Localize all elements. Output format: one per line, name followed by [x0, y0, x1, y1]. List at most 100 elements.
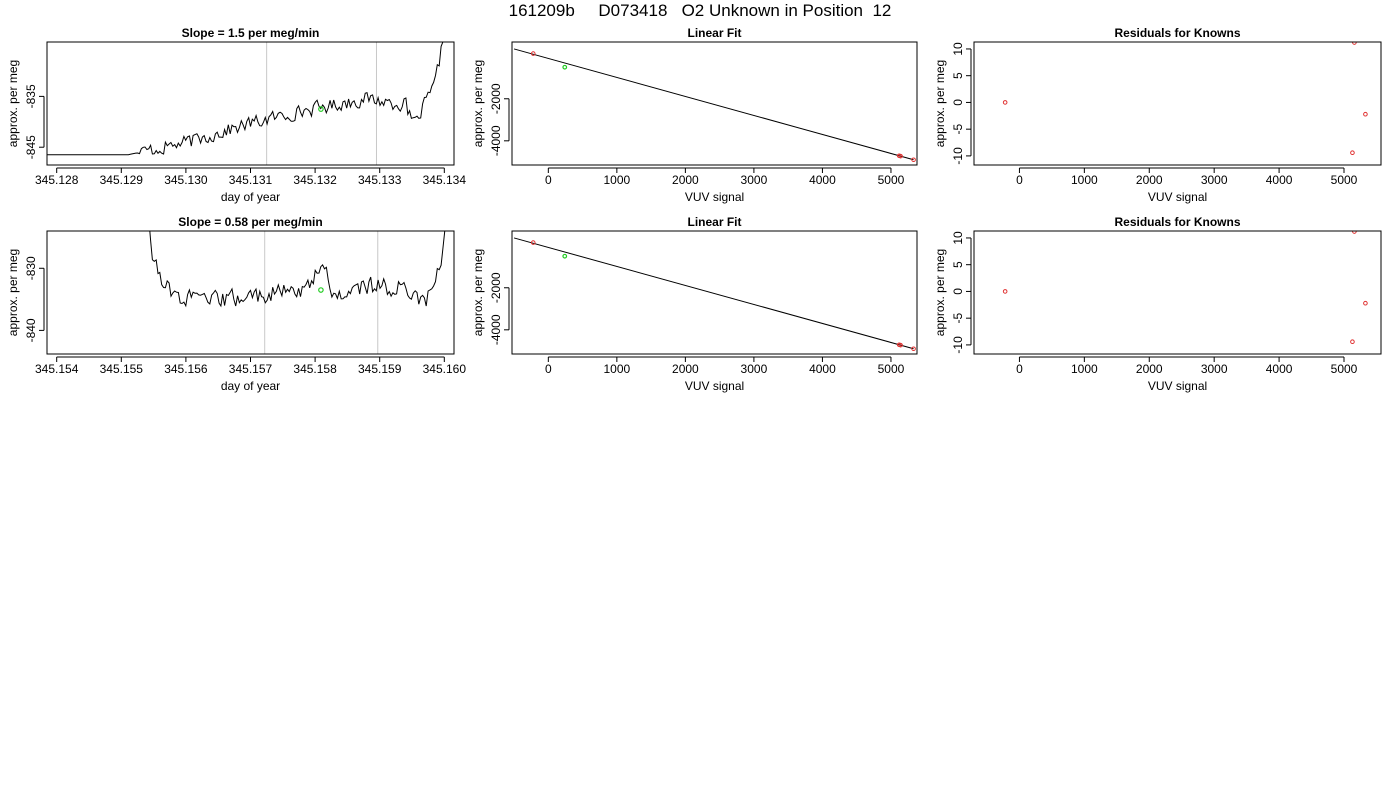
- x-tick-label: 4000: [1266, 173, 1293, 187]
- panel-title: Residuals for Knowns: [1114, 26, 1240, 40]
- x-axis-label: day of year: [221, 379, 280, 393]
- x-tick-label: 0: [1016, 173, 1023, 187]
- figure-title: 161209b D073418 O2 Unknown in Position 1…: [508, 1, 892, 20]
- residual-point: [1002, 289, 1008, 294]
- y-tick-label: -2000: [489, 272, 503, 303]
- y-tick-label: 10: [951, 231, 965, 245]
- plot-area: [513, 48, 916, 163]
- x-tick-label: 345.155: [100, 362, 144, 376]
- panel-fit-1: Linear Fit 0 1000 2000 3000 4000 5000 VUV signa…: [471, 26, 918, 204]
- x-tick-label: 2000: [1136, 362, 1163, 376]
- x-tick-label: 345.130: [164, 173, 208, 187]
- y-tick-label: 0: [951, 99, 965, 106]
- x-tick-label: 345.132: [293, 173, 337, 187]
- fit-line: [513, 237, 914, 350]
- panel-title: Linear Fit: [687, 215, 741, 229]
- y-tick-label: -845: [24, 135, 38, 159]
- residual-point: [1363, 111, 1368, 117]
- x-tick-label: 5000: [1331, 362, 1358, 376]
- known-point: [911, 346, 916, 352]
- y-tick-label: 5: [951, 261, 965, 268]
- residual-point: [1352, 42, 1357, 45]
- unknown-marker: [318, 106, 324, 112]
- x-tick-label: 0: [545, 173, 552, 187]
- residual-point: [1350, 150, 1355, 155]
- x-tick-label: 4000: [809, 362, 836, 376]
- x-tick-label: 1000: [1071, 173, 1098, 187]
- panel-title: Slope = 1.5 per meg/min: [182, 26, 320, 40]
- x-tick-label: 5000: [878, 173, 905, 187]
- x-tick-label: 1000: [603, 173, 630, 187]
- y-tick-label: -4000: [489, 314, 503, 345]
- x-tick-label: 345.156: [164, 362, 208, 376]
- y-tick-label: -830: [24, 256, 38, 280]
- y-tick-label: 0: [951, 288, 965, 295]
- plot-area: [1002, 42, 1368, 155]
- plot-area: [149, 231, 446, 308]
- plot-area: [1002, 231, 1368, 345]
- y-tick-label: -840: [24, 318, 38, 342]
- x-axis-label: VUV signal: [685, 190, 744, 204]
- panel-frame: [973, 230, 1382, 355]
- residual-point: [1350, 339, 1355, 345]
- y-tick-label: 5: [951, 72, 965, 79]
- x-tick-label: 345.131: [229, 173, 273, 187]
- x-tick-label: 4000: [1266, 362, 1293, 376]
- y-axis-label: approx. per meg: [471, 60, 485, 147]
- panel-frame: [46, 230, 455, 355]
- y-tick-label: -835: [24, 84, 38, 108]
- unknown-point: [562, 253, 568, 259]
- known-point: [530, 51, 536, 56]
- known-point: [898, 342, 903, 348]
- x-tick-label: 3000: [1201, 362, 1228, 376]
- panel-trace-2: Slope = 0.58 per meg/min 345.154 345.155 34…: [6, 215, 466, 393]
- x-tick-label: 3000: [741, 362, 768, 376]
- panel-frame: [973, 41, 1382, 166]
- fit-line: [513, 48, 914, 161]
- residual-point: [1002, 100, 1008, 105]
- panel-title: Slope = 0.58 per meg/min: [178, 215, 322, 229]
- known-point: [898, 153, 903, 159]
- x-tick-label: 2000: [672, 362, 699, 376]
- residual-point: [1363, 300, 1368, 306]
- y-tick-label: -2000: [489, 83, 503, 114]
- known-point: [530, 240, 536, 245]
- x-axis-label: VUV signal: [1148, 190, 1207, 204]
- y-tick-label: -5: [951, 124, 965, 135]
- panel-title: Residuals for Knowns: [1114, 215, 1240, 229]
- y-axis-label: approx. per meg: [933, 249, 947, 336]
- x-tick-label: 0: [1016, 362, 1023, 376]
- panel-frame: [46, 41, 455, 166]
- x-tick-label: 2000: [672, 173, 699, 187]
- x-axis-label: VUV signal: [685, 379, 744, 393]
- plot-area: [47, 42, 444, 156]
- residual-point: [1352, 231, 1357, 234]
- x-tick-label: 345.159: [358, 362, 402, 376]
- known-point: [911, 157, 916, 163]
- x-tick-label: 5000: [1331, 173, 1358, 187]
- x-tick-label: 345.154: [35, 362, 79, 376]
- x-tick-label: 1000: [603, 362, 630, 376]
- x-axis-label: VUV signal: [1148, 379, 1207, 393]
- panel-fit-2: Linear Fit 0 1000 2000 3000 4000 5000 VUV signa…: [471, 215, 918, 393]
- x-tick-label: 345.128: [35, 173, 79, 187]
- y-tick-label: -10: [951, 147, 965, 165]
- panel-trace-1: Slope = 1.5 per meg/min 345.128 345.129 345…: [6, 26, 467, 204]
- x-tick-label: 5000: [878, 362, 905, 376]
- y-tick-label: -10: [951, 336, 965, 354]
- x-tick-label: 3000: [1201, 173, 1228, 187]
- x-tick-label: 345.157: [229, 362, 273, 376]
- x-tick-label: 2000: [1136, 173, 1163, 187]
- x-tick-label: 345.134: [423, 173, 467, 187]
- panel-resid-1: Residuals for Knowns 0 1000 2000 3000 4000 500…: [933, 26, 1382, 204]
- panel-title: Linear Fit: [687, 26, 741, 40]
- unknown-point: [562, 64, 568, 70]
- x-tick-label: 345.133: [358, 173, 402, 187]
- plot-area: [513, 237, 916, 352]
- y-axis-label: approx. per meg: [471, 249, 485, 336]
- trace-line: [149, 231, 446, 308]
- trace-line: [47, 42, 444, 156]
- unknown-marker: [318, 287, 324, 293]
